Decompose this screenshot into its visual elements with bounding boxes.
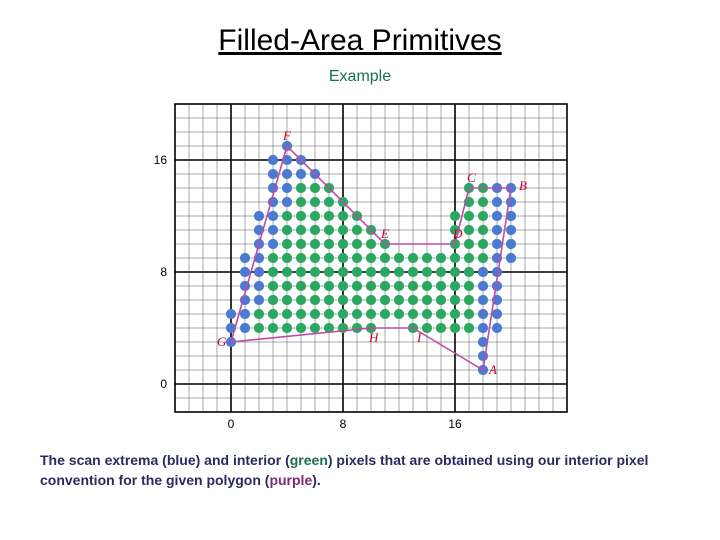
caption-text: The scan extrema ( <box>40 452 167 468</box>
caption-blue: blue <box>167 452 196 468</box>
svg-text:H: H <box>368 330 379 345</box>
caption-text: ). <box>312 472 321 488</box>
svg-text:G: G <box>217 334 227 349</box>
svg-text:F: F <box>282 128 292 143</box>
svg-text:8: 8 <box>160 265 167 279</box>
example-label: Example <box>40 68 680 86</box>
svg-text:C: C <box>467 170 476 185</box>
svg-text:E: E <box>380 226 389 241</box>
caption-text: ) and interior ( <box>196 452 290 468</box>
svg-text:0: 0 <box>160 377 167 391</box>
svg-text:D: D <box>452 226 463 241</box>
caption-purple: purple <box>269 472 312 488</box>
chart-container: G F E D C B A I H 0 8 16 0 8 16 <box>40 94 680 436</box>
caption: The scan extrema (blue) and interior (gr… <box>40 450 680 491</box>
svg-text:16: 16 <box>154 153 168 167</box>
page-title: Filled-Area Primitives <box>40 24 680 58</box>
pixel-scan-chart: G F E D C B A I H 0 8 16 0 8 16 <box>143 94 577 436</box>
svg-text:I: I <box>416 330 422 345</box>
svg-text:B: B <box>519 178 527 193</box>
svg-text:0: 0 <box>228 417 235 431</box>
svg-text:16: 16 <box>448 417 462 431</box>
svg-text:A: A <box>488 362 497 377</box>
caption-green: green <box>290 452 328 468</box>
svg-text:8: 8 <box>340 417 347 431</box>
